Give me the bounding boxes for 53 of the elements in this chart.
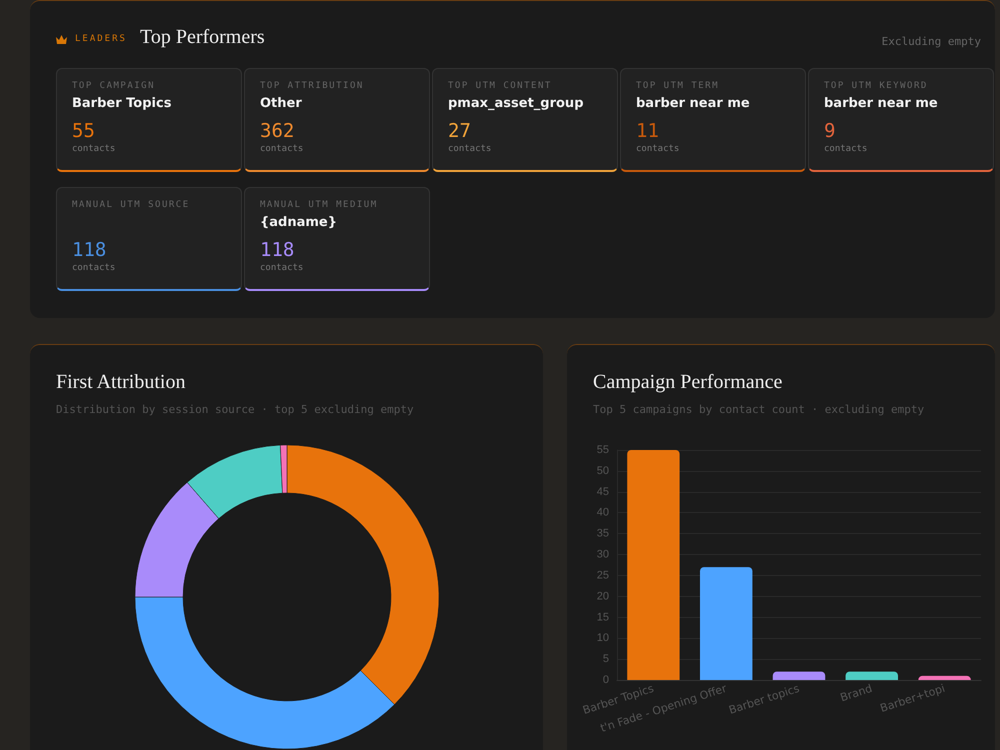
y-tick-label: 35	[596, 528, 609, 540]
y-tick-label: 20	[596, 590, 609, 602]
category-label: TOP UTM KEYWORD	[824, 81, 929, 91]
y-tick-label: 55	[596, 444, 609, 456]
text: barber near me	[636, 96, 750, 111]
y-tick-label: 50	[596, 464, 609, 477]
y-tick-label: 15	[596, 611, 609, 624]
text: contacts	[824, 144, 868, 154]
data-label: 27	[448, 120, 472, 142]
y-tick-label: 10	[596, 632, 609, 644]
text: {adname}	[260, 215, 337, 230]
category-label: TOP CAMPAIGN	[72, 81, 156, 91]
text: barber near me	[824, 96, 938, 111]
text: contacts	[260, 144, 304, 154]
x-tick-label: Barber topics	[727, 682, 802, 717]
bar	[918, 676, 971, 680]
y-tick-label: 45	[596, 486, 609, 498]
data-label: 11	[636, 120, 660, 142]
category-label: TOP ATTRIBUTION	[260, 81, 365, 91]
chart-title: First Attribution	[56, 371, 186, 394]
chart-subtitle: Top 5 campaigns by contact count · excluding empty	[593, 403, 924, 416]
y-tick-label: 40	[596, 506, 609, 519]
bar	[627, 450, 680, 680]
bar	[700, 567, 752, 680]
text: contacts	[72, 144, 116, 154]
bar	[772, 672, 826, 680]
category-label: TOP UTM CONTENT	[448, 81, 553, 91]
text: Excluding empty	[882, 35, 981, 48]
category-label: MANUAL UTM SOURCE	[72, 200, 191, 210]
category-label: Barber Topics	[72, 96, 172, 111]
text: LEADERS	[75, 34, 127, 44]
data-label: 362	[260, 120, 296, 142]
data-label: 55	[72, 120, 96, 142]
category-label: TOP UTM TERM	[636, 81, 720, 91]
text: pmax_asset_group	[448, 96, 584, 111]
text: Other	[260, 96, 302, 111]
data-label: 118	[72, 239, 108, 261]
text: Top Performers	[140, 26, 265, 49]
data-label: 118	[260, 239, 296, 261]
y-tick-label: 5	[602, 653, 609, 666]
text: contacts	[72, 263, 116, 273]
category-label: MANUAL UTM MEDIUM	[260, 200, 379, 210]
text: contacts	[260, 263, 304, 273]
text: contacts	[636, 144, 680, 154]
bar	[846, 672, 898, 680]
chart-title: Campaign Performance	[593, 371, 782, 394]
y-tick-label: 25	[596, 569, 609, 582]
data-label: 9	[824, 120, 836, 142]
x-tick-label: Brand	[838, 682, 874, 704]
text: contacts	[448, 144, 492, 154]
chart-subtitle: Distribution by session source · top 5 excluding empty	[56, 403, 414, 416]
y-tick-label: 0	[602, 674, 609, 686]
y-tick-label: 30	[596, 548, 609, 561]
